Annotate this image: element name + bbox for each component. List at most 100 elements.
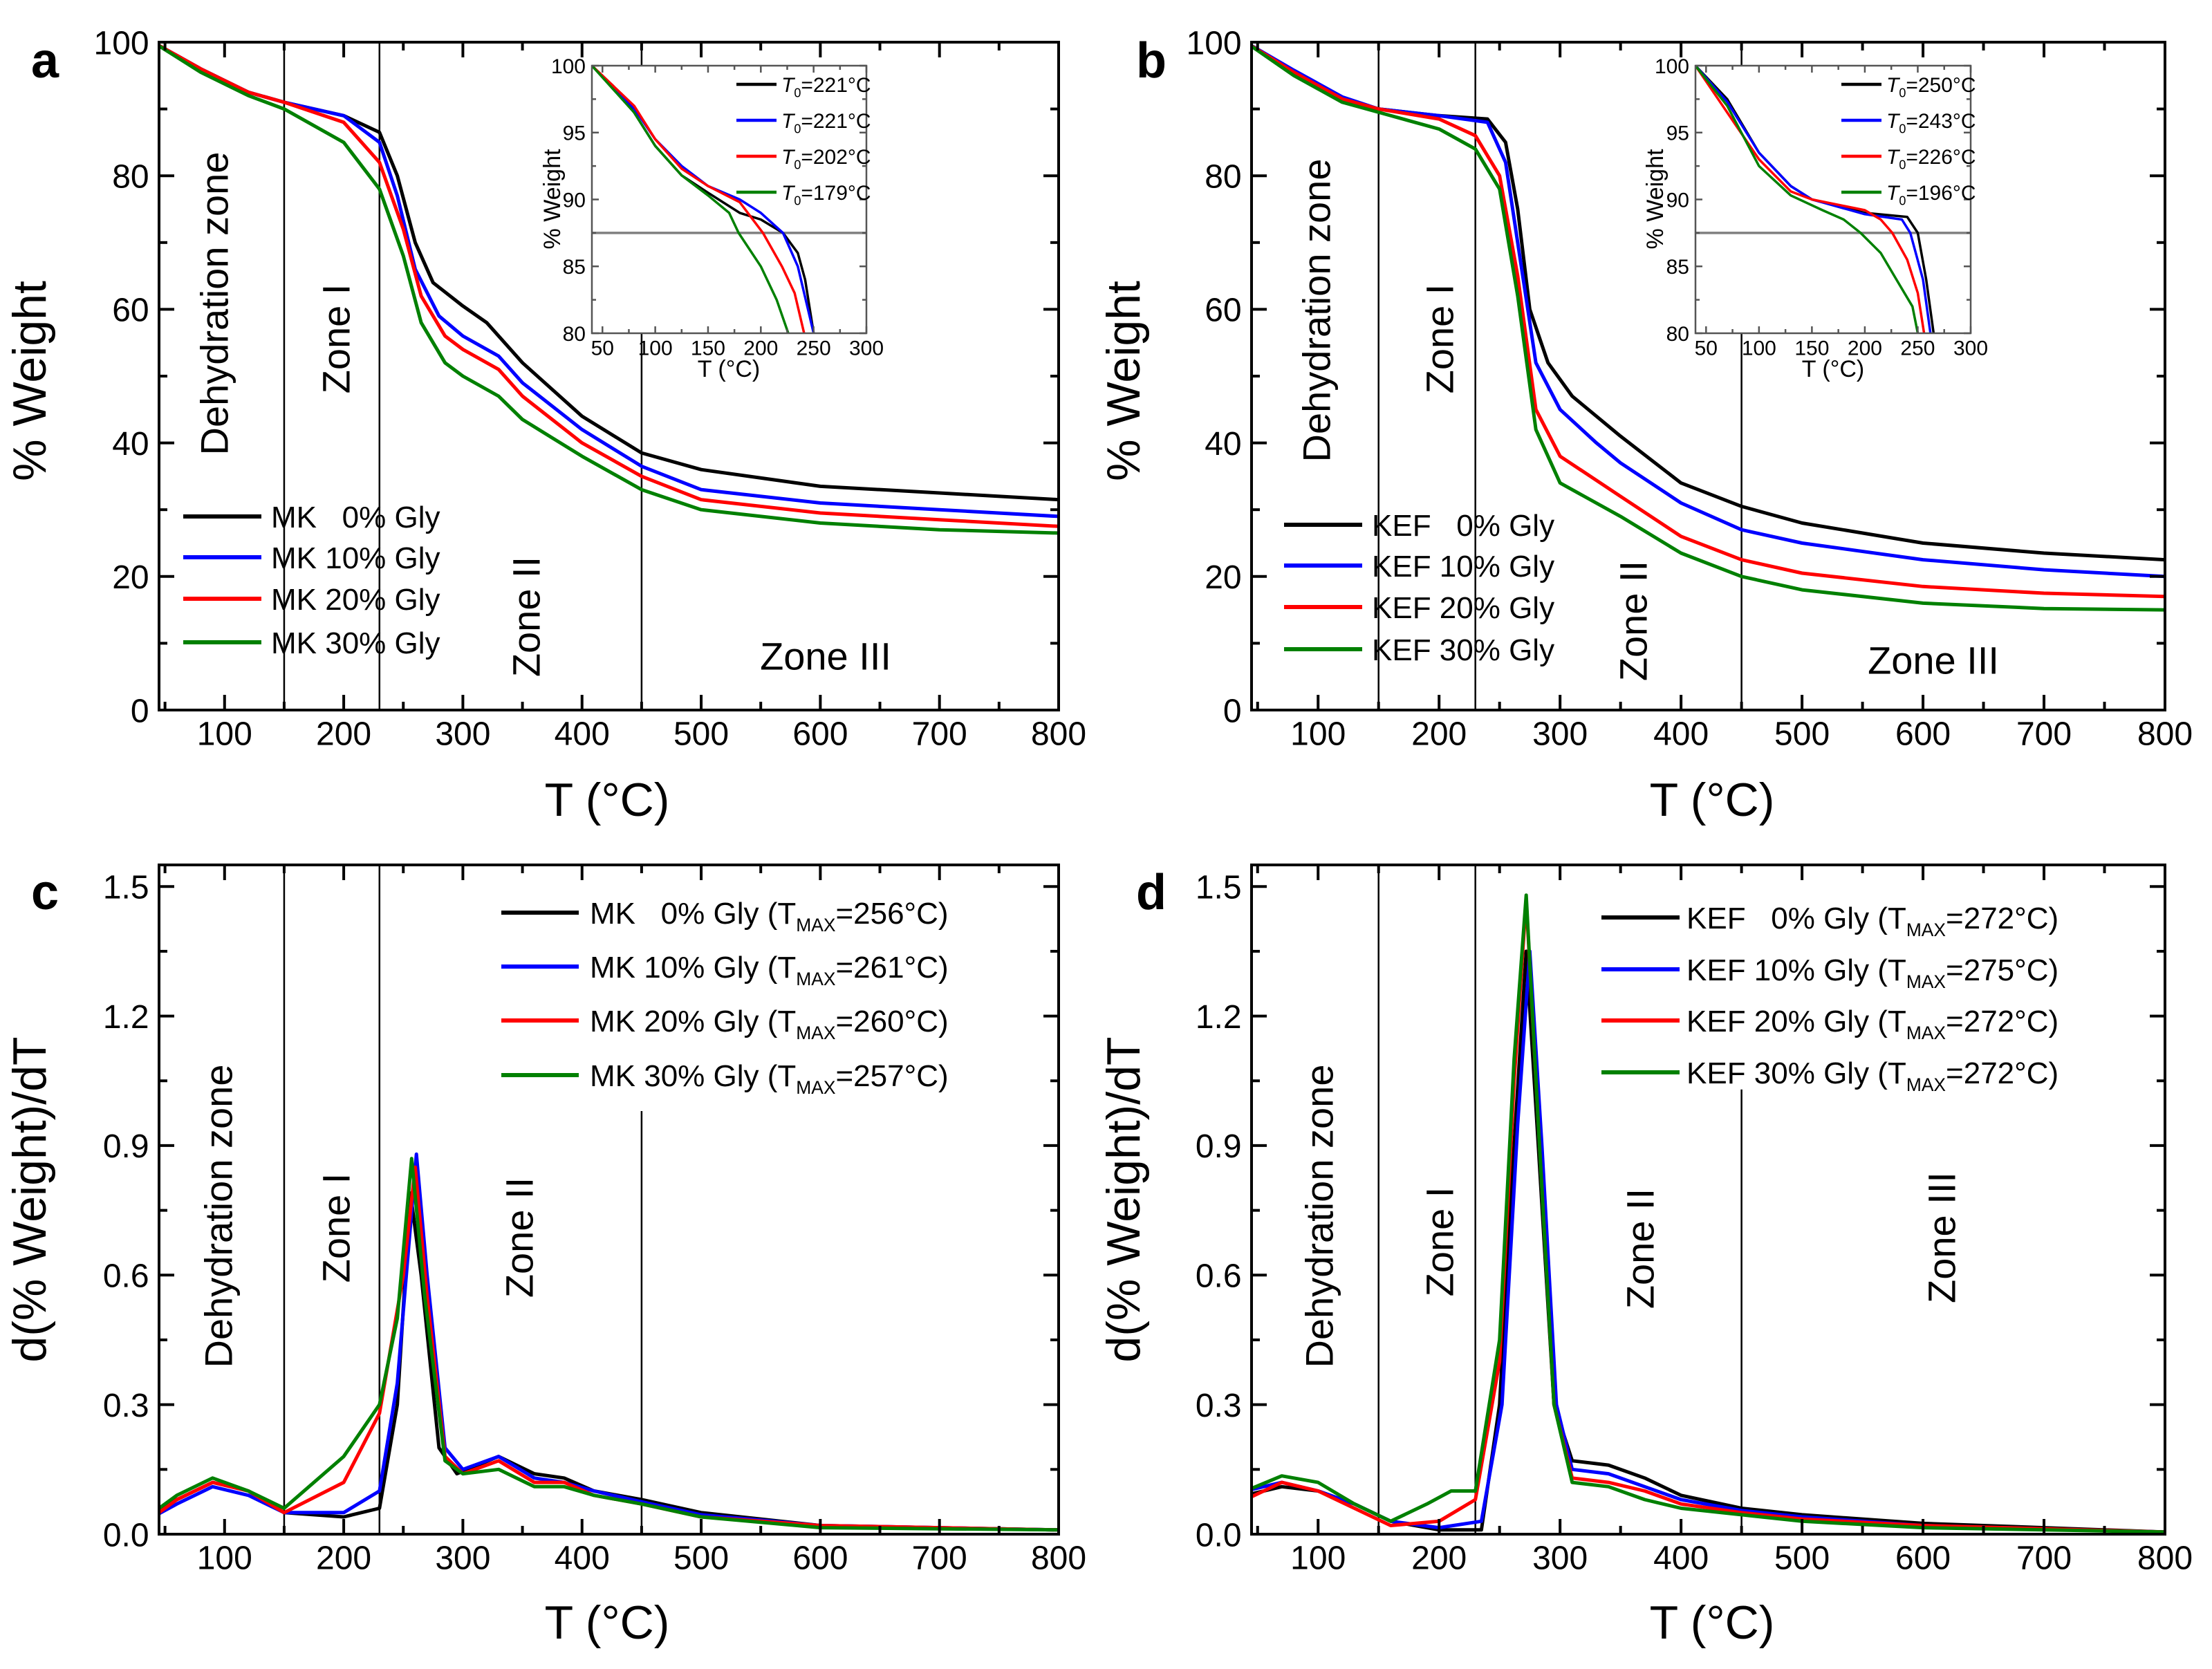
panel-label: b [1136,33,1167,88]
x-tick-label: 100 [197,716,252,752]
y-tick-label: 40 [1205,426,1241,463]
x-tick-label: 200 [316,1540,371,1576]
legend-text: MK 20% Gly [271,583,440,617]
x-tick-label: 300 [435,1540,490,1576]
legend-entry: MK 20% Gly [271,583,440,617]
y-axis-title: % Weight [539,149,566,249]
x-tick-label: 300 [1953,337,1988,360]
x-tick-label: 700 [2016,1540,2072,1576]
zone-label: Zone III [1868,639,1999,682]
x-tick-label: 400 [555,716,610,752]
chart-a-inset: 50 100 150 200 250 300 80 85 90 95 100 T (°C) % Weig… [539,55,884,382]
y-tick-label: 60 [1205,292,1241,329]
series-line-30pct-gly [1252,44,2165,612]
x-tick-label: 500 [673,716,729,752]
x-tick-label: 250 [797,337,831,360]
series-group [159,43,1059,535]
legend-entry: T0=221°C [781,74,871,100]
y-tick-label: 100 [94,25,149,62]
legend-text: =272°C) [1946,1005,2058,1038]
y-tick-label: 85 [1666,256,1689,279]
legend-text: =275°C) [1946,953,2058,987]
y-tick-label: 0.9 [103,1128,149,1165]
legend-entry: MK 30% Gly (TMAX=257°C) [590,1059,949,1098]
legend-text: MK 30% Gly [271,626,440,660]
series-group [1252,893,2165,1534]
series-group [592,66,815,333]
zone-label: Zone I [315,284,358,394]
legend-entry: KEF 30% Gly (TMAX=272°C) [1686,1056,2058,1095]
series-group [1695,66,1935,333]
legend-entry: KEF 20% Gly (TMAX=272°C) [1686,1005,2058,1043]
legend-text: T [1886,182,1901,205]
legend-text: T [781,74,796,97]
zone-label: Zone I [1418,284,1462,394]
legend-text: =272°C) [1946,902,2058,935]
y-tick-label: 90 [1666,189,1689,212]
legend-subscript: MAX [796,1077,836,1098]
y-tick-label: 0.3 [103,1388,149,1424]
y-tick-label: 1.2 [103,999,149,1036]
y-tick-label: 100 [1655,55,1689,78]
legend-text: KEF 10% Gly (T [1686,953,1906,987]
y-tick-label: 1.2 [1196,999,1242,1036]
series-line-30pct-gly [1252,893,2165,1534]
x-tick-label: 100 [1742,337,1776,360]
zone-label: Zone II [1619,1188,1662,1309]
legend-text: =272°C) [1946,1056,2058,1090]
x-axis-title: T (°C) [545,774,670,826]
legend: MK 0% Gly (TMAX=256°C)MK 10% Gly (TMAX=2… [501,897,949,1098]
legend-text: T [781,146,796,169]
x-axis-title: T (°C) [698,356,760,382]
legend-entry: KEF 30% Gly [1372,633,1554,667]
legend-entry: T0=196°C [1886,182,1976,208]
legend-entry: KEF 0% Gly (TMAX=272°C) [1686,902,2058,940]
legend-text: MK 20% Gly (T [590,1005,796,1038]
legend-text: KEF 0% Gly (T [1686,902,1906,935]
legend-text: T [1886,146,1901,169]
x-tick-label: 150 [1794,337,1829,360]
legend-text: T [781,110,796,133]
y-tick-label: 90 [563,189,586,212]
y-tick-label: 100 [1187,25,1242,62]
y-tick-label: 80 [1666,323,1689,346]
y-tick-label: 0.0 [1196,1517,1242,1554]
legend-entry: T0=221°C [781,110,871,136]
x-tick-label: 700 [912,716,967,752]
y-tick-label: 80 [1205,158,1241,195]
y-axis-title: % Weight [1642,149,1669,249]
x-tick-label: 50 [1695,337,1718,360]
series-line-10pct-gly [159,1152,1059,1532]
legend-subscript: MAX [796,915,836,935]
x-tick-label: 800 [2137,1540,2193,1576]
legend-entry: T0=243°C [1886,110,1976,136]
zone-label: Zone I [315,1173,358,1283]
legend-subscript: 0 [1899,122,1906,136]
series-line-20pct-gly [159,1165,1059,1532]
series-line-30pct-gly [159,44,1059,535]
y-tick-label: 95 [1666,122,1689,145]
zone-label: Zone III [1920,1172,1964,1303]
series-line-20pct-gly [1252,44,2165,599]
legend-subscript: MAX [1906,920,1946,940]
legend-subscript: MAX [1906,971,1946,992]
legend-text: =261°C) [835,951,948,985]
chart-c: 100 200 300 400 500 600 700 800 0.0 0.3 0.6 0.9 1.2 1… [3,864,1086,1649]
legend: KEF 0% Gly (TMAX=272°C)KEF 10% Gly (TMAX… [1601,902,2058,1095]
x-axis-title: T (°C) [1650,1596,1775,1649]
legend-text: KEF 0% Gly [1372,509,1554,543]
panel-label: a [31,33,59,88]
x-tick-label: 100 [1290,716,1346,752]
legend-entry: MK 0% Gly [271,501,440,534]
y-tick-label: 20 [1205,559,1241,596]
legend-text: MK 10% Gly [271,541,440,575]
x-tick-label: 300 [849,337,884,360]
zone-label: Zone II [498,1177,541,1298]
legend-entry: T0=179°C [781,182,871,208]
y-axis-title: d(% Weight)/dT [3,1036,56,1362]
x-tick-label: 300 [1532,1540,1588,1576]
legend-entry: MK 10% Gly (TMAX=261°C) [590,951,949,989]
x-tick-label: 200 [1411,716,1467,752]
